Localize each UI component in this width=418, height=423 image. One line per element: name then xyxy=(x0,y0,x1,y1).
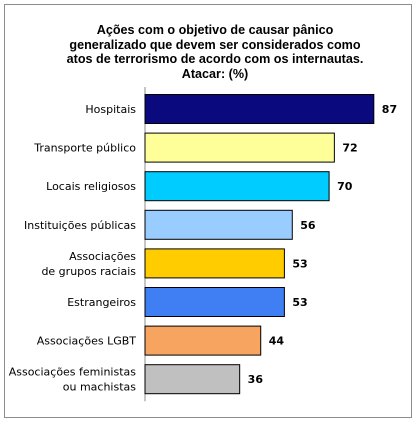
value-label-2: 72 xyxy=(342,142,357,155)
category-label-3: Locais religiosos xyxy=(46,180,136,193)
value-label-8: 36 xyxy=(248,373,264,386)
chart-title-line-3: atos de terrorismo de acordo com os inte… xyxy=(66,52,364,66)
value-label-1: 87 xyxy=(382,103,397,116)
category-label-2: Transporte público xyxy=(33,142,136,155)
bar-3 xyxy=(144,171,330,202)
bar-2 xyxy=(144,132,335,163)
bar-6 xyxy=(144,287,285,317)
value-label-3: 70 xyxy=(337,180,353,193)
chart-title-line-1: Ações com o objetivo de causar pânico xyxy=(96,23,334,37)
chart-title: Ações com o objetivo de causar pânico ge… xyxy=(40,23,390,81)
category-label-6: Estrangeiros xyxy=(67,296,136,309)
category-label-1: Hospitais xyxy=(85,103,136,116)
category-label-8: Associações feministas ou machistas xyxy=(9,366,137,394)
bar-1 xyxy=(144,94,375,124)
bar-4 xyxy=(144,209,293,240)
category-label-4: Instituições públicas xyxy=(24,219,136,232)
value-label-4: 56 xyxy=(300,219,316,232)
chart-title-line-2: generalizado que devem ser considerados … xyxy=(69,37,361,52)
category-label-7: Associações LGBT xyxy=(37,335,137,348)
bar-7 xyxy=(144,325,262,356)
value-label-5: 53 xyxy=(292,257,307,270)
bar-8 xyxy=(144,364,241,395)
bar-5 xyxy=(144,248,285,279)
value-label-7: 44 xyxy=(269,335,285,348)
category-label-5: Associações de grupos raciais xyxy=(41,250,136,278)
chart-title-line-4: Atacar: (%) xyxy=(181,66,249,81)
value-label-6: 53 xyxy=(292,296,307,309)
